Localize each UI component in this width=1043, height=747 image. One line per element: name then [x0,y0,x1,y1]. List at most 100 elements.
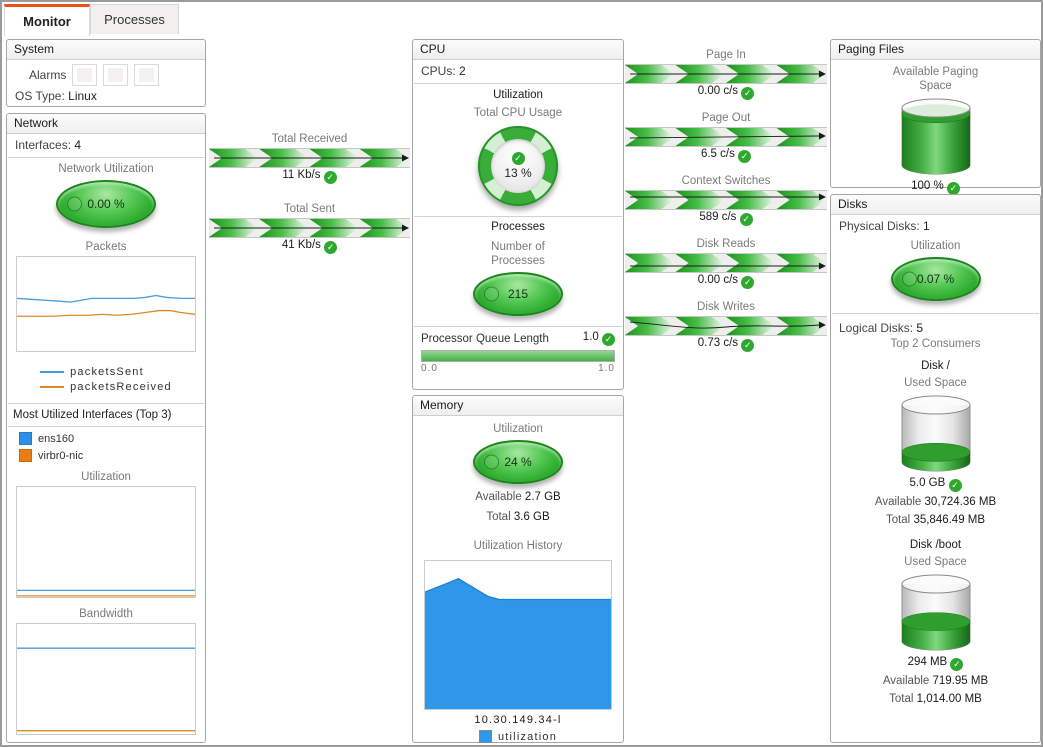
queue-scale-min: 0.0 [421,363,438,374]
context-switches-gauge: Context Switches 589 c/s ✓ [625,174,827,226]
packets-label: Packets [85,241,127,253]
disk-root-total-row: Total 35,846.49 MB [831,513,1040,528]
queue-length-bar [421,350,615,362]
ok-status-icon: ✓ [323,171,337,184]
tab-monitor[interactable]: Monitor [4,4,90,36]
interfaces-value: 4 [74,138,82,152]
disk-boot-total-row: Total 1,014.00 MB [831,692,1040,707]
flow-bar [625,253,827,273]
total-label: Total [889,693,914,705]
tab-processes-label: Processes [104,12,165,27]
system-panel-title: System [7,40,205,60]
disk-root-available-row: Available 30,724.36 MB [831,495,1040,510]
top-consumers-label: Top 2 Consumers [890,338,981,350]
disk-writes-gauge: Disk Writes 0.73 c/s ✓ [625,300,827,352]
network-utilization-value: 0.00 % [87,197,125,211]
queue-scale: 0.0 1.0 [413,363,623,374]
utilization-history-label: Utilization History [473,540,563,552]
tab-monitor-label: Monitor [23,14,71,29]
cpus-label: CPUs: [421,64,456,78]
memory-chart-x-label: 10.30.149.34-l [474,714,562,726]
disk-boot-available-row: Available 719.95 MB [831,674,1040,689]
legend-label: packetsSent [70,366,144,378]
memory-total-row: Total 3.6 GB [413,510,623,525]
gauge-label: Disk Reads [696,238,756,250]
divider [8,403,204,404]
gauge-label: Disk Writes [697,301,755,313]
cpu-usage-gauge-face: ✓ 13 % [491,139,545,193]
blue-line-swatch-icon [40,371,65,373]
cpu-utilization-header: Utilization [493,89,543,101]
divider [8,426,204,427]
memory-available-value: 2.7 GB [524,491,561,503]
memory-utilization-gauge: 24 % [473,440,563,484]
memory-utilization-value: 24 % [504,455,532,469]
paging-value: 100 % [911,180,944,192]
cpus-row: CPUs: 2 [413,60,623,80]
disk-boot-name: Disk /boot [909,539,962,551]
disks-panel: Disks Physical Disks: 1 Utilization 0.07… [830,194,1041,743]
network-utilization-gauge: 0.00 % [56,180,156,228]
ok-status-icon: ✓ [739,213,753,226]
memory-utilization-label: Utilization [493,423,543,435]
alarm-box-warning[interactable] [134,64,160,86]
network-panel-title: Network [7,114,205,134]
gauge-dial-icon [901,271,917,287]
gauge-dial-icon [484,454,499,470]
available-label: Available [874,496,922,508]
paging-disk-flow-gauges: Page In 0.00 c/s ✓ Page Out 6.5 c/s ✓ Co… [625,48,827,352]
gauge-value-row: 6.5 c/s ✓ [625,148,827,163]
flow-bar [625,190,827,210]
memory-chart-legend: utilization [413,730,623,743]
gauge-value: 589 c/s [699,211,737,223]
total-value: 1,014.00 MB [916,693,982,705]
disk-root-cylinder-gauge [831,392,1040,474]
available-value: 30,724.36 MB [924,496,997,508]
divider [414,326,622,327]
paging-files-panel: Paging Files Available Paging Space 100 … [830,39,1041,195]
ok-status-icon: ✓ [741,276,755,289]
tab-processes[interactable]: Processes [90,4,179,34]
legend-virbr0-nic: virbr0-nic [19,449,205,462]
ok-status-icon: ✓ [950,658,964,671]
available-value: 719.95 MB [932,675,989,687]
flow-bar [625,64,827,84]
gauge-value-row: 589 c/s ✓ [625,211,827,226]
queue-length-label: Processor Queue Length [421,332,549,345]
gauge-value-row: 0.73 c/s ✓ [625,337,827,352]
alarms-row: Alarms [7,60,205,88]
disk-boot-used-space-label: Used Space [904,556,967,568]
cpu-usage-value: 13 % [504,166,532,180]
memory-history-chart [424,560,612,710]
system-panel: System Alarms OS Type: Linux [6,39,206,107]
tab-bar: Monitor Processes [4,4,179,36]
divider [8,157,204,158]
packets-chart [16,256,196,352]
gauge-value: 41 Kb/s [281,239,321,251]
page-out-gauge: Page Out 6.5 c/s ✓ [625,111,827,163]
cpu-usage-gauge: ✓ 13 % [478,126,558,206]
alarm-box-fatal[interactable] [72,64,98,86]
flow-bar [209,218,410,238]
total-cpu-usage-label: Total CPU Usage [473,107,563,119]
alarm-box-critical[interactable] [103,64,129,86]
ok-status-icon: ✓ [946,182,960,195]
memory-panel-title: Memory [413,396,623,416]
cpu-panel: CPU CPUs: 2 Utilization Total CPU Usage … [412,39,624,390]
disk-root-used-space-label: Used Space [904,377,967,389]
disk-root-used-row: 5.0 GB ✓ [831,476,1040,492]
interface-name: virbr0-nic [38,449,84,462]
physical-disks-row: Physical Disks: 1 [831,215,1040,235]
alarms-label: Alarms [29,68,67,82]
gauge-value: 0.00 c/s [697,85,739,97]
ok-status-icon: ✓ [602,333,615,346]
queue-length-row: Processor Queue Length 1.0 ✓ [413,330,623,347]
disk-reads-gauge: Disk Reads 0.00 c/s ✓ [625,237,827,289]
flow-bar [209,148,410,168]
cpu-panel-title: CPU [413,40,623,60]
memory-total-label: Total [486,511,511,523]
logical-disks-label: Logical Disks: [839,321,914,335]
network-panel: Network Interfaces: 4 Network Utilizatio… [6,113,206,743]
orange-line-swatch-icon [40,386,65,388]
